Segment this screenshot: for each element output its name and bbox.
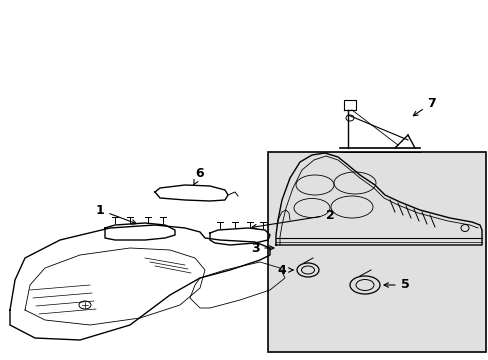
Text: 3: 3 (250, 242, 273, 255)
Text: 4: 4 (277, 264, 292, 276)
Text: 5: 5 (383, 279, 408, 292)
Text: 7: 7 (412, 96, 435, 116)
Bar (267, 152, 485, 352)
Text: 1: 1 (96, 203, 136, 224)
Text: 6: 6 (193, 166, 204, 185)
Text: 2: 2 (251, 208, 334, 229)
